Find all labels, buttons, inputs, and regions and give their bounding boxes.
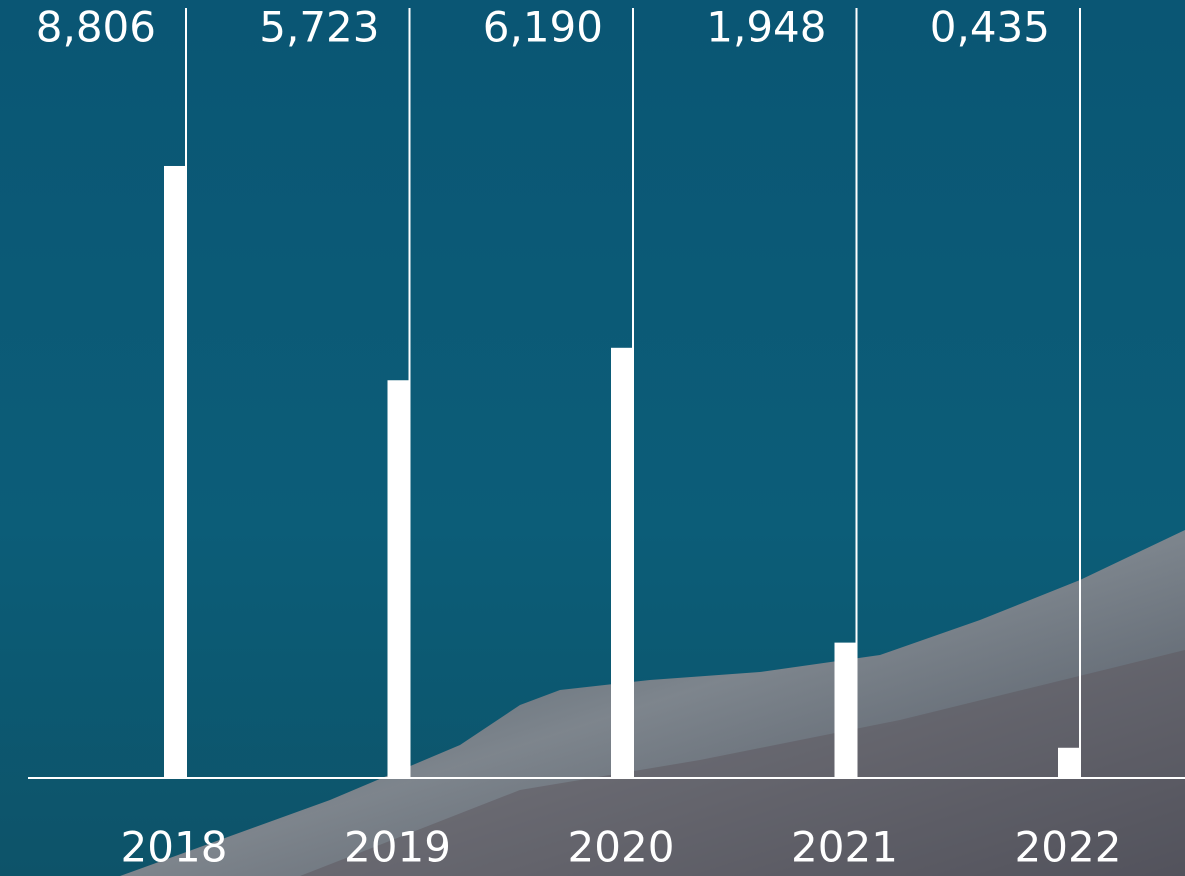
x-tick-label: 2022	[1015, 823, 1122, 872]
bar	[834, 642, 857, 778]
bar	[387, 380, 410, 778]
bar	[164, 165, 186, 778]
value-label: 5,723	[259, 3, 379, 52]
x-tick-label: 2021	[791, 823, 898, 872]
value-label: 6,190	[483, 3, 603, 52]
mountain-shade	[300, 650, 1185, 876]
x-tick-label: 2018	[121, 823, 228, 872]
value-label: 0,435	[930, 3, 1050, 52]
x-tick-label: 2020	[568, 823, 675, 872]
bar	[611, 347, 633, 778]
value-label: 1,948	[706, 3, 826, 52]
bar	[1058, 747, 1080, 778]
x-tick-label: 2019	[344, 823, 451, 872]
value-label: 8,806	[36, 3, 156, 52]
